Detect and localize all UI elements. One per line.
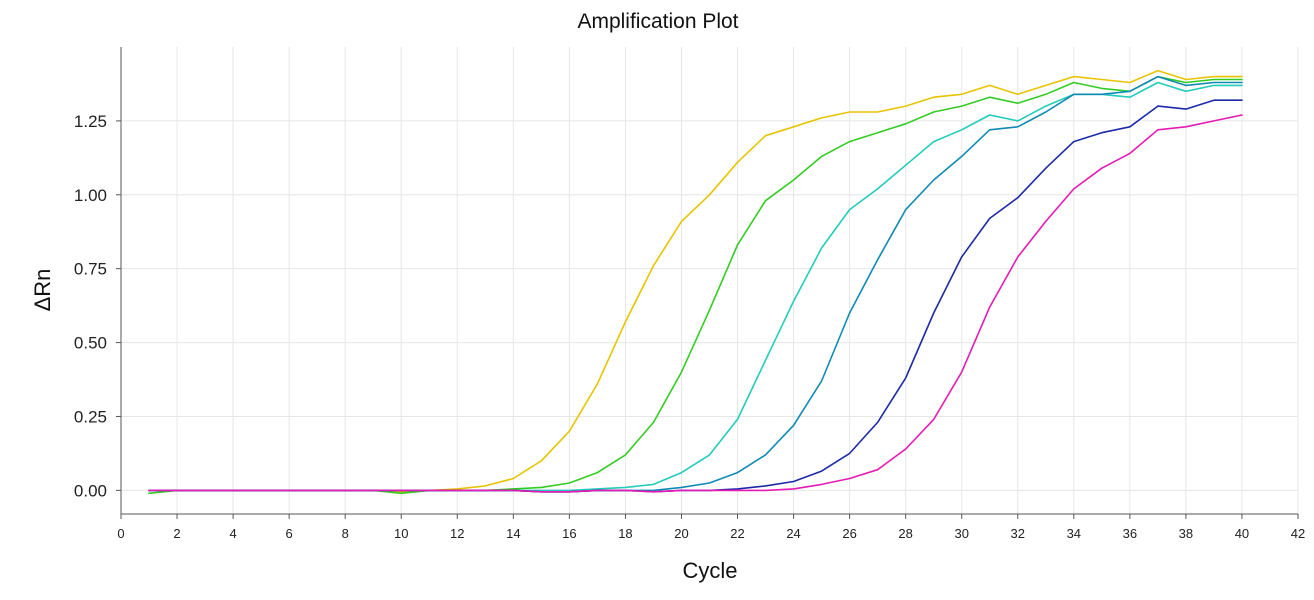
x-tick-label-0: 0: [117, 526, 124, 541]
x-tick-label-21: 42: [1291, 526, 1305, 541]
grid-layer: [121, 47, 1299, 514]
x-tick-label-14: 28: [898, 526, 912, 541]
y-tick-label-4: 1.00: [74, 186, 107, 205]
axes-layer: 0 2 4 6 8 10 12 14 16 18 20 22 24 26 28 30 32 34 36 38 40 420…: [74, 47, 1305, 541]
x-tick-label-4: 8: [342, 526, 349, 541]
x-tick-label-8: 16: [562, 526, 576, 541]
x-tick-label-3: 6: [286, 526, 293, 541]
x-tick-label-9: 18: [618, 526, 632, 541]
plot-background: [121, 47, 1298, 514]
x-tick-label-6: 12: [450, 526, 464, 541]
x-tick-label-10: 20: [674, 526, 688, 541]
y-tick-label-3: 0.75: [74, 260, 107, 279]
x-tick-label-7: 14: [506, 526, 520, 541]
series-layer: [148, 69, 1243, 495]
x-tick-label-18: 36: [1123, 526, 1137, 541]
x-tick-label-17: 34: [1067, 526, 1081, 541]
chart-title: Amplification Plot: [577, 10, 738, 33]
x-tick-label-20: 40: [1235, 526, 1249, 541]
x-axis-label: Cycle: [682, 558, 737, 583]
x-tick-label-2: 4: [229, 526, 236, 541]
x-tick-label-15: 30: [954, 526, 968, 541]
series-line-sample-6: [148, 114, 1243, 493]
y-tick-label-2: 0.50: [74, 334, 107, 353]
y-tick-label-0: 0.00: [74, 481, 107, 500]
x-tick-label-5: 10: [394, 526, 408, 541]
x-tick-label-16: 32: [1011, 526, 1025, 541]
y-axis-label: ΔRn: [30, 269, 55, 312]
y-tick-label-5: 1.25: [74, 112, 107, 131]
x-tick-label-12: 24: [786, 526, 800, 541]
x-tick-label-19: 38: [1179, 526, 1193, 541]
x-tick-label-1: 2: [173, 526, 180, 541]
x-tick-label-13: 26: [842, 526, 856, 541]
y-tick-label-1: 0.25: [74, 407, 107, 426]
x-tick-label-11: 22: [730, 526, 744, 541]
